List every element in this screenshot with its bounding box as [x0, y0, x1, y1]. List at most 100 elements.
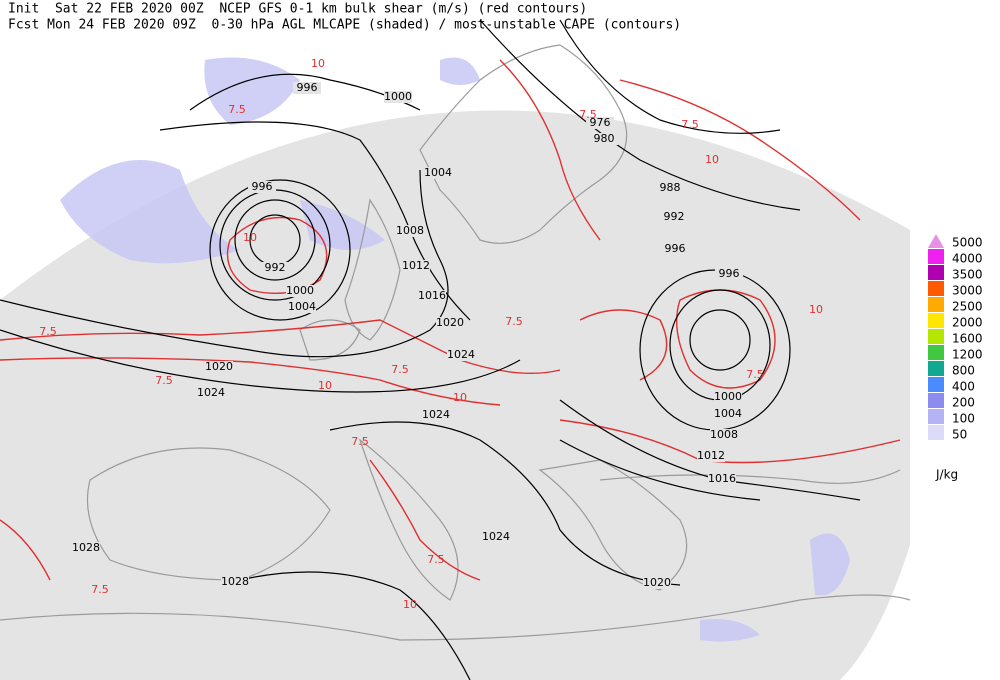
colorbar-label: 3500	[952, 268, 983, 282]
colorbar-box	[928, 425, 944, 440]
isobar-label: 1020	[205, 360, 233, 373]
label-bg	[482, 531, 510, 543]
isobar-label: 1004	[424, 166, 452, 179]
isobar-label: 1016	[708, 472, 736, 485]
label-bg	[714, 408, 742, 420]
colorbar-box	[928, 249, 944, 264]
shear-label: 10	[318, 379, 332, 392]
isobar-label: 1028	[72, 541, 100, 554]
label-bg	[697, 450, 725, 462]
label-bg	[590, 133, 618, 145]
label-bg	[586, 117, 614, 129]
isobar-label: 996	[665, 242, 686, 255]
label-bg	[708, 473, 736, 485]
isobar-label: 992	[664, 210, 685, 223]
shear-label: 7.5	[91, 583, 109, 596]
isobar-label: 1024	[197, 386, 225, 399]
shear-label: 7.5	[505, 315, 523, 328]
isobar-label: 976	[590, 116, 611, 129]
shear-label: 7.5	[351, 435, 369, 448]
label-bg	[286, 285, 314, 297]
label-bg	[396, 225, 424, 237]
isobar-label: 1020	[436, 316, 464, 329]
colorbar-unit: J/kg	[935, 468, 958, 482]
colorbar-box	[928, 345, 944, 360]
coastlines	[0, 44, 911, 641]
colorbar-label: 2500	[952, 300, 983, 314]
colorbar-box	[928, 361, 944, 376]
isobar-label: 1028	[221, 575, 249, 588]
colorbar-box	[928, 281, 944, 296]
isobar-label: 1012	[402, 259, 430, 272]
shear-label: 10	[809, 303, 823, 316]
colorbar-label: 800	[952, 364, 975, 378]
shear-label: 10	[311, 57, 325, 70]
isobar-label: 980	[594, 132, 615, 145]
shear-label: 7.5	[681, 118, 699, 131]
isobar-label: 996	[252, 180, 273, 193]
label-bg	[72, 542, 100, 554]
isobar-label: 1024	[482, 530, 510, 543]
colorbar-label: 2000	[952, 316, 983, 330]
label-bg	[661, 243, 689, 255]
colorbar-box	[928, 377, 944, 392]
label-bg	[418, 290, 446, 302]
isobar-label: 1004	[288, 300, 316, 313]
colorbar-label: 1600	[952, 332, 983, 346]
label-bg	[447, 349, 475, 361]
shear-label: 10	[705, 153, 719, 166]
colorbar-box	[928, 313, 944, 328]
colorbar-box	[928, 329, 944, 344]
colorbar-label: 4000	[952, 252, 983, 266]
isobar-label: 988	[660, 181, 681, 194]
header-line: Fcst Mon 24 FEB 2020 09Z 0-30 hPa AGL ML…	[8, 18, 681, 33]
colorbar-box	[928, 393, 944, 408]
label-bg	[710, 429, 738, 441]
header-line: Init Sat 22 FEB 2020 00Z NCEP GFS 0-1 km…	[8, 2, 587, 17]
label-bg	[221, 576, 249, 588]
label-bg	[261, 262, 289, 274]
colorbar-label: 1200	[952, 348, 983, 362]
colorbar-box	[928, 297, 944, 312]
shear-label: 10	[453, 391, 467, 404]
isobar-label: 996	[297, 81, 318, 94]
label-bg	[293, 82, 321, 94]
label-bg	[402, 260, 430, 272]
label-bg	[656, 182, 684, 194]
shear-label: 7.5	[391, 363, 409, 376]
isobar-label: 1004	[714, 407, 742, 420]
colorbar-label: 50	[952, 428, 967, 442]
colorbar-box	[928, 265, 944, 280]
isobar-label: 1020	[643, 576, 671, 589]
colorbar-label: 400	[952, 380, 975, 394]
colorbar-label: 200	[952, 396, 975, 410]
label-bg	[660, 211, 688, 223]
colorbar-label: 5000	[952, 236, 983, 250]
label-bg	[288, 301, 316, 313]
shear-label: 10	[403, 598, 417, 611]
isobar-label: 1000	[714, 390, 742, 403]
label-bg	[424, 167, 452, 179]
shear-label: 7.5	[39, 325, 57, 338]
isobar-label: 992	[265, 261, 286, 274]
label-bg	[436, 317, 464, 329]
isobar-label: 996	[719, 267, 740, 280]
shear-label: 7.5	[155, 374, 173, 387]
isobar-label: 1016	[418, 289, 446, 302]
shear-label: 7.5	[427, 553, 445, 566]
label-bg	[643, 577, 671, 589]
label-bg	[205, 361, 233, 373]
isobar-label: 1012	[697, 449, 725, 462]
shear-label: 7.5	[746, 368, 764, 381]
label-bg	[248, 181, 276, 193]
isobar-label: 1000	[384, 90, 412, 103]
label-bg	[715, 268, 743, 280]
isobar-label: 1024	[422, 408, 450, 421]
shear-contours	[0, 59, 901, 581]
colorbar-label: 3000	[952, 284, 983, 298]
isobar-label: 1024	[447, 348, 475, 361]
shear-label: 10	[243, 231, 257, 244]
colorbar-box	[928, 409, 944, 424]
colorbar-arrow	[928, 234, 944, 248]
